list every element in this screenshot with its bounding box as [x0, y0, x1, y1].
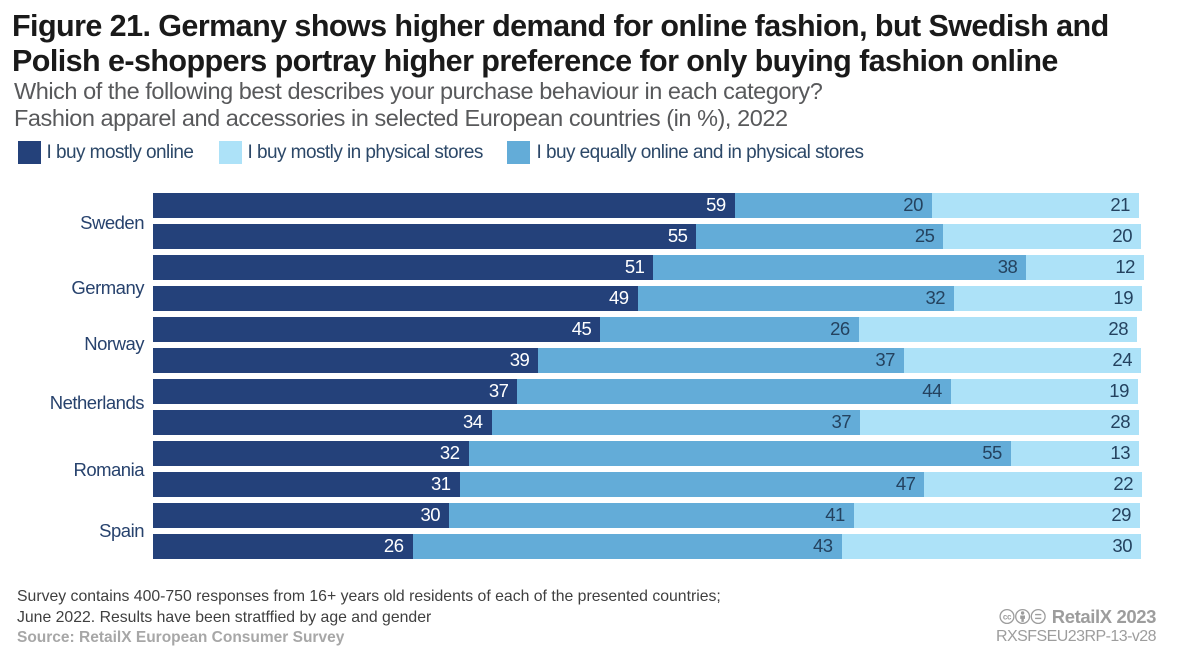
svg-text:cc: cc	[1003, 612, 1012, 621]
